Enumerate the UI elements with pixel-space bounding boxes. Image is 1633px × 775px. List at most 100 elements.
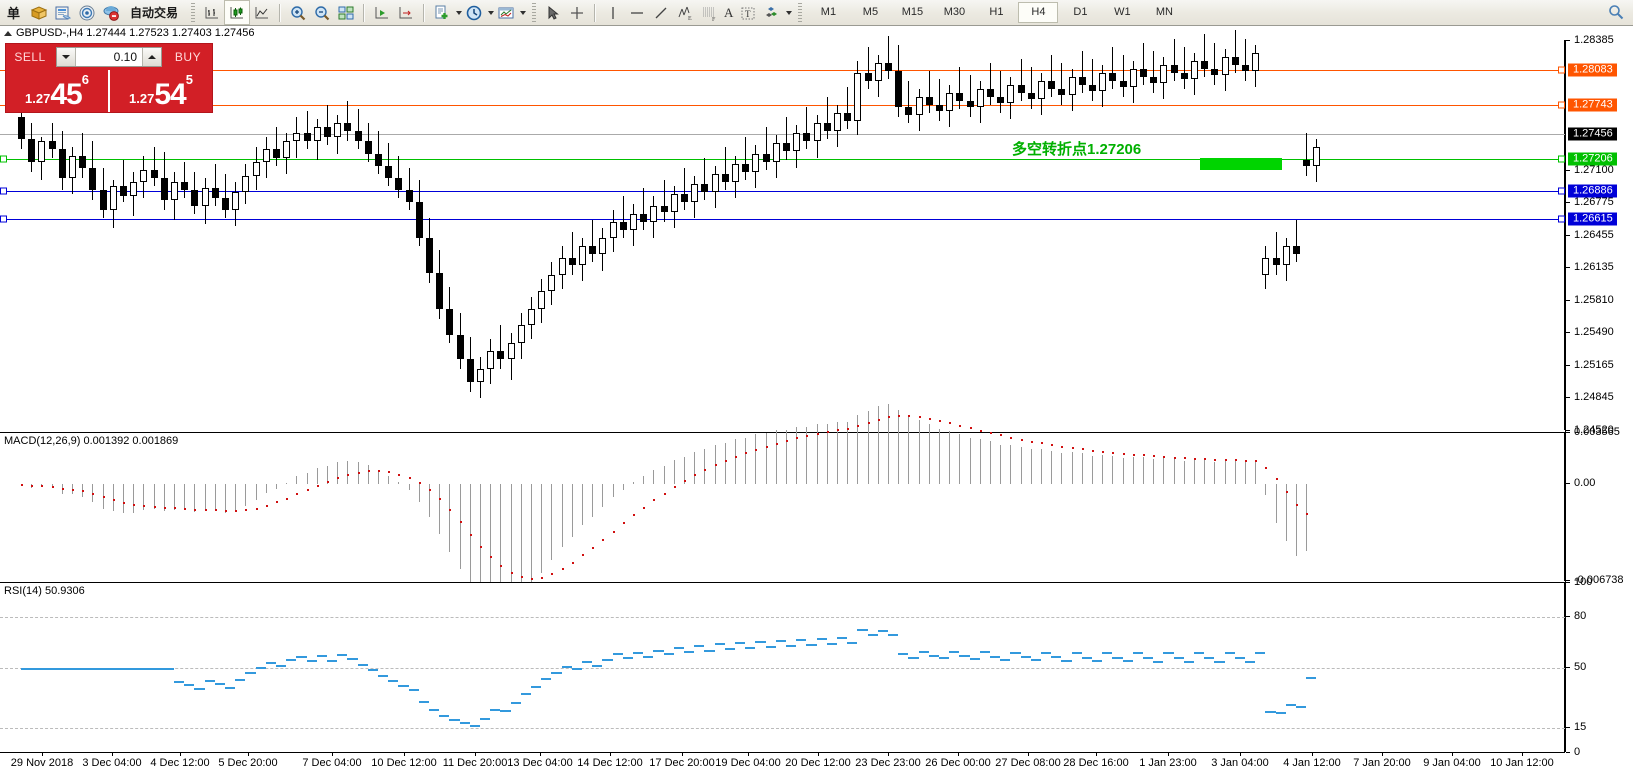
rsi-point (214, 683, 225, 686)
price-level-handle[interactable] (1558, 101, 1565, 109)
macd-histogram-bar (949, 430, 951, 485)
zoom-out-icon[interactable] (310, 1, 334, 24)
macd-signal-point (500, 565, 503, 568)
price-level-line[interactable] (0, 104, 1565, 106)
buy-label[interactable]: BUY (174, 50, 202, 64)
rsi-point (194, 688, 205, 691)
volume-increase-button[interactable] (142, 48, 161, 66)
chart-canvas[interactable]: 多空转折点1.27206 MACD(12,26,9) 0.001392 0.00… (0, 30, 1633, 775)
trendline-icon[interactable] (649, 1, 673, 24)
price-level-handle[interactable] (1558, 187, 1565, 195)
indicators-dropdown-caret[interactable] (456, 10, 463, 15)
zoom-in-icon[interactable] (286, 1, 310, 24)
price-level-line[interactable] (0, 70, 1565, 72)
cursor-icon[interactable] (541, 1, 565, 24)
price-level-line[interactable] (0, 133, 1565, 135)
price-level-handle[interactable] (0, 155, 7, 163)
rsi-point (490, 708, 501, 711)
collapse-triangle-icon[interactable] (4, 30, 12, 36)
timeframe-d1[interactable]: D1 (1073, 6, 1088, 18)
price-level-handle[interactable] (0, 215, 7, 223)
candlestick-chart-icon[interactable] (224, 0, 251, 25)
line-chart-icon[interactable] (250, 1, 274, 24)
price-pane[interactable]: 多空转折点1.27206 (0, 30, 1565, 430)
buy-button[interactable]: 1.27 54 5 (108, 70, 212, 112)
price-tag[interactable]: 1.28083 (1568, 63, 1617, 77)
price-level-handle[interactable] (0, 187, 7, 195)
sell-label[interactable]: SELL (14, 50, 46, 64)
text-label-icon[interactable]: T (736, 1, 760, 24)
chart-annotation-label[interactable]: 多空转折点1.27206 (1012, 140, 1142, 158)
macd-signal-point (357, 471, 360, 474)
volume-decrease-button[interactable] (57, 48, 76, 66)
price-level-handle[interactable] (1558, 155, 1565, 163)
macd-pane[interactable]: MACD(12,26,9) 0.001392 0.001869 (0, 404, 1565, 601)
rsi-point (969, 658, 980, 661)
price-level-handle[interactable] (1558, 215, 1565, 223)
chart-autoscroll-icon[interactable] (394, 1, 418, 24)
indicators-icon[interactable] (430, 1, 454, 24)
price-tag[interactable]: 1.27206 (1568, 152, 1617, 166)
price-level-line[interactable] (0, 191, 1565, 193)
macd-histogram-bar (276, 484, 277, 489)
price-level-handle[interactable] (1558, 66, 1565, 74)
rsi-point (378, 674, 389, 677)
vertical-line-icon[interactable] (601, 1, 625, 24)
bar-chart-icon[interactable] (200, 1, 224, 24)
sell-button[interactable]: 1.27 45 6 (6, 70, 108, 112)
timeframe-m5[interactable]: M5 (862, 6, 879, 18)
history-icon[interactable] (27, 1, 51, 24)
macd-histogram-bar (1194, 459, 1195, 485)
macd-signal-point (561, 568, 564, 570)
autotrade-button[interactable]: 自动交易 (130, 6, 179, 20)
price-tag[interactable]: 1.26886 (1568, 184, 1617, 198)
volume-value[interactable]: 0.10 (113, 50, 137, 64)
period-icon[interactable] (462, 1, 486, 24)
chart-shift-icon[interactable] (370, 1, 394, 24)
search-icon[interactable] (1607, 3, 1625, 21)
period-dropdown-caret[interactable] (488, 10, 495, 15)
timeframe-m15[interactable]: M15 (901, 6, 924, 18)
one-click-trading-panel[interactable]: SELL 0.10 BUY 1.27 45 6 1.27 54 5 (6, 44, 212, 112)
rsi-point (500, 710, 511, 713)
timeframe-w1[interactable]: W1 (1114, 6, 1131, 18)
macd-histogram-bar (1173, 458, 1175, 485)
text-icon[interactable]: A (724, 4, 734, 20)
time-tick (1096, 753, 1097, 756)
macd-signal-point (306, 489, 309, 492)
chart-tile-icon[interactable] (334, 1, 358, 24)
elliott-wave-icon[interactable]: E (673, 1, 697, 24)
fibonacci-icon[interactable]: F (697, 1, 721, 24)
timeframe-m30[interactable]: M30 (943, 6, 966, 18)
signals-icon[interactable] (75, 1, 99, 24)
volume-stepper[interactable]: 0.10 (56, 47, 162, 67)
templates-icon[interactable] (494, 1, 518, 24)
templates-dropdown-caret[interactable] (520, 10, 527, 15)
rsi-point (806, 643, 817, 646)
price-level-line[interactable] (0, 218, 1565, 220)
price-tag[interactable]: 1.27456 (1568, 127, 1617, 141)
rsi-pane[interactable]: RSI(14) 50.9306 (0, 582, 1565, 753)
new-order-icon[interactable]: 单 (7, 6, 21, 21)
timeframe-m1[interactable]: M1 (820, 6, 837, 18)
price-tag[interactable]: 1.27743 (1568, 98, 1617, 112)
crosshair-icon[interactable] (565, 1, 589, 24)
horizontal-line-icon[interactable] (625, 1, 649, 24)
time-axis[interactable]: 29 Nov 2018 3 Dec 04:00 4 Dec 12:00 5 Dec 2… (0, 752, 1565, 775)
price-axis[interactable]: 1.28385 1.27100 1.26775 1.26455 1.26135 1.258… (1565, 34, 1633, 758)
timeframe-h1[interactable]: H1 (989, 6, 1004, 18)
rsi-point (1122, 660, 1133, 663)
time-tick (540, 753, 541, 756)
sell-price-big: 45 (50, 78, 82, 111)
objects-dropdown-caret[interactable] (786, 10, 793, 15)
rsi-point (949, 651, 960, 654)
macd-histogram-bar (123, 484, 124, 514)
timeframe-h4[interactable]: H4 (1018, 2, 1059, 23)
price-level-line[interactable] (0, 158, 1565, 160)
price-tag[interactable]: 1.26615 (1568, 212, 1617, 226)
objects-icon[interactable] (760, 1, 784, 24)
news-icon[interactable] (51, 1, 75, 24)
expert-advisors-icon[interactable] (99, 1, 123, 24)
macd-tick-label: 0.00 (1566, 477, 1595, 489)
timeframe-mn[interactable]: MN (1155, 6, 1173, 18)
